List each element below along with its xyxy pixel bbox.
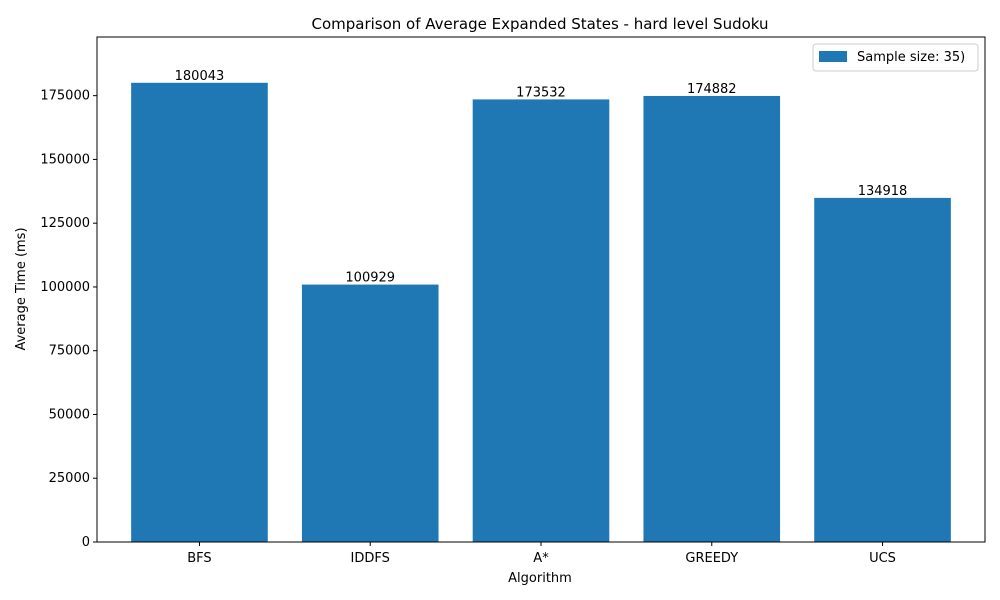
legend-swatch bbox=[819, 51, 847, 62]
bar-greedy bbox=[643, 95, 781, 542]
y-tick-label: 150000 bbox=[40, 152, 90, 167]
x-tick-label: GREEDY bbox=[685, 551, 738, 566]
y-tick-label: 175000 bbox=[40, 89, 90, 104]
legend-label: Sample size: 35) bbox=[857, 50, 965, 65]
y-tick-label: 125000 bbox=[40, 216, 90, 231]
y-tick-label: 0 bbox=[82, 535, 90, 550]
bar-iddfs bbox=[301, 284, 439, 542]
bar-a bbox=[472, 99, 610, 542]
x-tick-label: A* bbox=[533, 551, 549, 566]
y-axis-label: Average Time (ms) bbox=[14, 227, 29, 350]
x-tick-label: IDDFS bbox=[351, 551, 390, 566]
y-tick-label: 50000 bbox=[49, 407, 90, 422]
data-label: 134918 bbox=[858, 184, 908, 199]
legend-box bbox=[812, 43, 979, 72]
data-label: 174882 bbox=[687, 82, 737, 97]
y-tick-label: 75000 bbox=[49, 344, 90, 359]
data-label: 100929 bbox=[345, 271, 395, 286]
legend: Sample size: 35) bbox=[812, 43, 979, 72]
y-tick-label: 100000 bbox=[40, 280, 90, 295]
plot-frame bbox=[96, 36, 986, 543]
data-label: 180043 bbox=[175, 69, 225, 84]
bar-ucs bbox=[814, 197, 951, 542]
bar-bfs bbox=[131, 82, 268, 543]
x-tick-label: BFS bbox=[187, 551, 211, 566]
y-tick-label: 25000 bbox=[49, 471, 90, 486]
x-axis-label: Algorithm bbox=[508, 571, 572, 586]
plot-area: 0 25000 50000 75000 100000 125000 150000 175000… bbox=[40, 69, 951, 566]
x-tick-label: UCS bbox=[869, 551, 896, 566]
chart-title: Comparison of Average Expanded States - … bbox=[311, 15, 768, 33]
data-label: 173532 bbox=[516, 85, 566, 100]
